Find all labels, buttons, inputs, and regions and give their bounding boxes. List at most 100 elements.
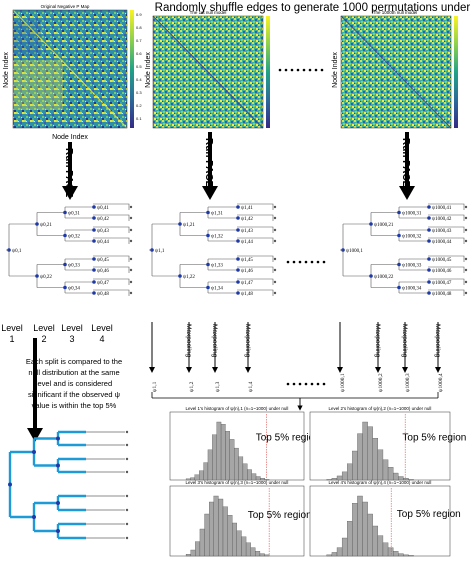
tree-node: ψ1,44 (236, 239, 253, 245)
tree-node: ψ0,45 (92, 257, 109, 263)
significant-tree (8, 430, 129, 540)
tree-node-label: ψ0,46 (97, 269, 109, 274)
ellipsis-dots (286, 260, 326, 264)
histogram-bar (362, 421, 368, 481)
tree-node-label: ψ0,48 (97, 292, 109, 297)
histogram-bar (408, 555, 414, 557)
tree-node: ψ1,47 (236, 280, 253, 286)
level-word: Level (61, 323, 83, 333)
tree-node: ψ1000,46 (427, 268, 452, 274)
ellipsis-dots (278, 68, 324, 72)
level-number: 3 (69, 334, 74, 344)
histogram-bar (398, 553, 404, 557)
histogram-bar (185, 554, 191, 557)
tree-node-label: ψ1000,22 (374, 275, 394, 280)
tree-node-label: ψ1,32 (211, 235, 223, 240)
colorbar-tick-label: 0.8 (136, 25, 142, 30)
histogram-bar (247, 469, 252, 481)
tree-node-label: ψ0,33 (68, 264, 80, 269)
tree-node: ψ0,43 (92, 228, 109, 234)
maxpool-column: Maxpooling ψ1000,2 (374, 322, 384, 392)
histogram-bar (232, 522, 238, 557)
null-histograms: Level 1's histogram of ψ(n),1 (n=1~1000)… (169, 406, 466, 557)
histogram-bar (372, 438, 379, 481)
level-number: 2 (41, 334, 46, 344)
matrix-diagonal (152, 15, 264, 129)
colorbar-tick-label: 0.1 (136, 116, 142, 121)
tree-node: ψ0,48 (92, 291, 109, 297)
histogram-bar (242, 463, 248, 481)
histogram-bar (341, 471, 348, 481)
explanation-line: null distribution at the same (28, 368, 119, 377)
tree-node: ψ1,45 (236, 257, 253, 263)
colorbar-ticks: 0.9 0.8 0.7 0.6 0.5 0.4 0.3 0.2 0.1 (136, 12, 142, 121)
matrix-frame (12, 9, 128, 129)
histogram-bar (393, 472, 399, 481)
histogram-bar (218, 498, 224, 557)
histogram-panel: Level 4's histogram of ψ(n),4 (n=1~1000)… (309, 480, 461, 557)
histogram-bar (227, 515, 233, 557)
run-pace-arrow: Run PACE (399, 132, 415, 200)
tree-node: ψ1,33 (206, 262, 223, 269)
colorbar (130, 10, 134, 128)
matrix-caption: The 1st null model (190, 10, 227, 15)
tree-node: ψ1000,41 (427, 205, 452, 211)
tree-node-label: ψ1000,47 (432, 281, 452, 286)
histogram-title: Level 3's histogram of ψ(n),3 (n=1~1000)… (186, 480, 289, 485)
tree-node-label: ψ1,1 (155, 249, 165, 254)
histogram-bar (255, 551, 261, 557)
histogram-bar (326, 554, 333, 557)
colorbar (266, 16, 270, 128)
histogram-bar (357, 433, 363, 481)
matrix-frame (152, 15, 264, 129)
tree-node: ψ0,32 (63, 233, 80, 240)
histogram-title: Level 4's histogram of ψ(n),4 (n=1~1000)… (329, 480, 432, 485)
explanation-line: value is within the top 5% (32, 401, 117, 410)
tree-node: ψ1000,31 (397, 210, 422, 217)
histogram-bar (199, 528, 205, 557)
histogram-bar (377, 535, 384, 557)
colorbar-tick-label: 0.5 (136, 64, 142, 69)
figure-title: Randomly shuffle edges to generate 1000 … (155, 2, 474, 14)
tree-node-label: ψ1000,41 (432, 206, 452, 211)
maxpool-column: ψ1000,1 (337, 322, 346, 392)
colorbar-tick-label: 0.4 (136, 77, 142, 82)
run-pace-label: Run PACE (203, 138, 214, 188)
histogram-bar (387, 547, 394, 557)
matrix-caption: The 1000th null model (373, 10, 418, 15)
tree-node-label: ψ1000,33 (402, 264, 422, 269)
tree-node: ψ1000,22 (369, 274, 394, 280)
histogram-bar (238, 456, 244, 481)
tree-node-label: ψ1,31 (211, 212, 223, 217)
tree-node-label: ψ1000,45 (432, 258, 452, 263)
tree-node-label: ψ1,47 (241, 281, 253, 286)
histogram-bar (393, 551, 399, 557)
tree-node-label: ψ1,46 (241, 269, 253, 274)
histogram-bar (209, 501, 214, 557)
level-number: 1 (9, 334, 14, 344)
top-region-label: Top 5% region (256, 433, 320, 444)
histogram-bar (403, 554, 409, 557)
pooled-value: ψ1000,1 (340, 373, 346, 392)
matrix-diagonal (12, 9, 128, 129)
matrix-null-1000: The 1000th null model Node Index (332, 10, 458, 129)
tree-node: ψ1000,34 (397, 285, 422, 292)
tree-node-label: ψ1,43 (241, 229, 253, 234)
tree-node-label: ψ1,22 (183, 275, 195, 280)
maxpool-column: ψ1,1 (149, 322, 158, 392)
histogram-title: Level 2's histogram of ψ(n),2 (n=1~1000)… (329, 406, 432, 411)
tree-node: ψ0,34 (63, 285, 80, 292)
tree-node-label: ψ1000,1 (346, 249, 363, 254)
collect-bracket (151, 392, 439, 411)
tree-node-label: ψ0,47 (97, 281, 109, 286)
tree-node-label: ψ0,34 (68, 287, 80, 292)
histogram-bar (222, 506, 228, 557)
histogram-bar (234, 447, 239, 481)
run-pace-label: Run PACE (400, 138, 411, 188)
histogram-bar (225, 431, 230, 481)
matrix-cluster-block (13, 60, 63, 110)
matrix-null-1: The 1st null model Node Index (145, 10, 270, 129)
